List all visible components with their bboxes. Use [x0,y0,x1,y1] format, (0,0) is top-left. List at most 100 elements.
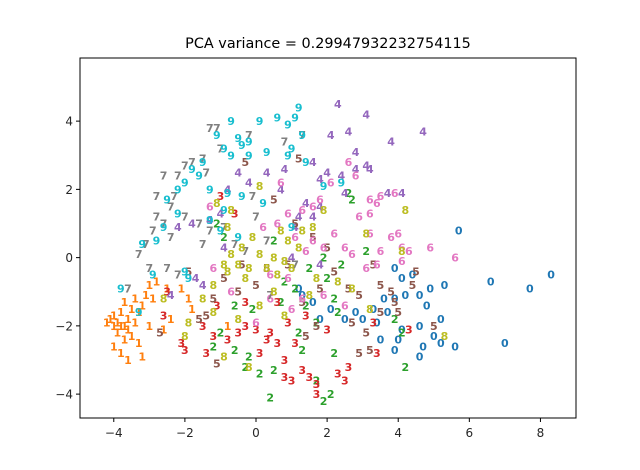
digit-point-2: 2 [313,316,321,329]
digit-point-6: 6 [348,248,356,261]
digit-point-0: 0 [419,340,427,353]
digit-point-0: 0 [423,299,431,312]
digit-point-3: 3 [274,296,282,309]
digit-point-1: 1 [146,279,154,292]
digit-point-8: 8 [348,282,356,295]
digit-point-9: 9 [185,272,193,285]
digit-point-8: 8 [263,262,271,275]
digit-point-2: 2 [231,344,239,357]
digit-point-7: 7 [167,231,175,244]
digit-point-8: 8 [234,258,242,271]
digit-point-0: 0 [391,293,399,306]
digit-point-9: 9 [213,129,221,142]
digit-point-2: 2 [210,340,218,353]
digit-point-8: 8 [227,248,235,261]
digit-point-4: 4 [188,217,196,230]
digit-point-2: 2 [295,327,303,340]
digit-point-6: 6 [377,245,385,258]
digit-point-8: 8 [309,221,317,234]
digit-point-6: 6 [309,200,317,213]
digit-point-9: 9 [117,282,125,295]
digit-point-1: 1 [135,337,143,350]
digit-point-9: 9 [291,112,299,125]
digit-point-1: 1 [110,310,118,323]
digit-point-6: 6 [288,303,296,316]
digit-point-6: 6 [398,255,406,268]
digit-point-7: 7 [217,142,225,155]
digit-point-4: 4 [398,187,406,200]
digit-point-3: 3 [199,320,207,333]
digit-point-6: 6 [362,262,370,275]
digit-point-7: 7 [146,262,154,275]
digit-point-2: 2 [330,347,338,360]
digit-point-6: 6 [274,217,282,230]
digit-point-3: 3 [306,371,314,384]
digit-point-4: 4 [174,221,182,234]
digit-point-7: 7 [206,122,214,135]
digit-point-8: 8 [313,272,321,285]
digit-point-8: 8 [441,330,449,343]
digit-point-8: 8 [234,313,242,326]
digit-point-9: 9 [163,194,171,207]
y-tick-label: 4 [65,115,73,129]
digit-point-5: 5 [430,320,438,333]
digit-point-1: 1 [124,323,132,336]
digit-point-2: 2 [330,293,338,306]
digit-point-9: 9 [288,221,296,234]
digit-point-5: 5 [252,279,260,292]
x-tick-label: −2 [176,426,194,440]
digit-point-5: 5 [213,357,221,370]
digit-point-2: 2 [338,258,346,271]
digit-point-1: 1 [135,306,143,319]
digit-point-3: 3 [281,354,289,367]
digit-point-6: 6 [341,299,349,312]
digit-point-0: 0 [391,344,399,357]
digit-point-3: 3 [405,323,413,336]
y-axis: −4 −2 0 2 4 [55,115,80,402]
digit-point-4: 4 [366,163,374,176]
digit-point-5: 5 [284,258,292,271]
digit-point-6: 6 [394,228,402,241]
digit-point-7: 7 [202,166,210,179]
digit-point-9: 9 [199,156,207,169]
digit-point-6: 6 [266,269,274,282]
digit-point-4: 4 [341,187,349,200]
digit-point-4: 4 [338,170,346,183]
digit-point-5: 5 [409,279,417,292]
digit-point-5: 5 [298,296,306,309]
digit-point-6: 6 [366,228,374,241]
digit-point-1: 1 [153,276,161,289]
digit-point-6: 6 [330,228,338,241]
digit-point-4: 4 [263,166,271,179]
digit-point-5: 5 [210,293,218,306]
digit-point-3: 3 [234,327,242,340]
digit-point-9: 9 [153,235,161,248]
digit-point-6: 6 [259,221,267,234]
digit-point-2: 2 [291,282,299,295]
digit-point-5: 5 [370,258,378,271]
digit-point-9: 9 [298,129,306,142]
digit-point-0: 0 [416,351,424,364]
digit-point-7: 7 [199,238,207,251]
x-tick-label: 2 [323,426,331,440]
digit-point-5: 5 [309,231,317,244]
digit-point-6: 6 [252,316,260,329]
digit-point-4: 4 [334,98,342,111]
digit-point-9: 9 [263,146,271,159]
digit-point-8: 8 [295,241,303,254]
digit-point-5: 5 [302,330,310,343]
digit-point-5: 5 [313,320,321,333]
digit-point-1: 1 [131,316,139,329]
digit-point-7: 7 [263,235,271,248]
digit-point-4: 4 [345,125,353,138]
digit-point-6: 6 [327,177,335,190]
digit-point-7: 7 [195,217,203,230]
digit-point-0: 0 [309,296,317,309]
digit-point-0: 0 [451,340,459,353]
digit-point-5: 5 [348,316,356,329]
digit-point-5: 5 [195,313,203,326]
digit-point-4: 4 [288,252,296,265]
axes-frame [79,57,577,419]
